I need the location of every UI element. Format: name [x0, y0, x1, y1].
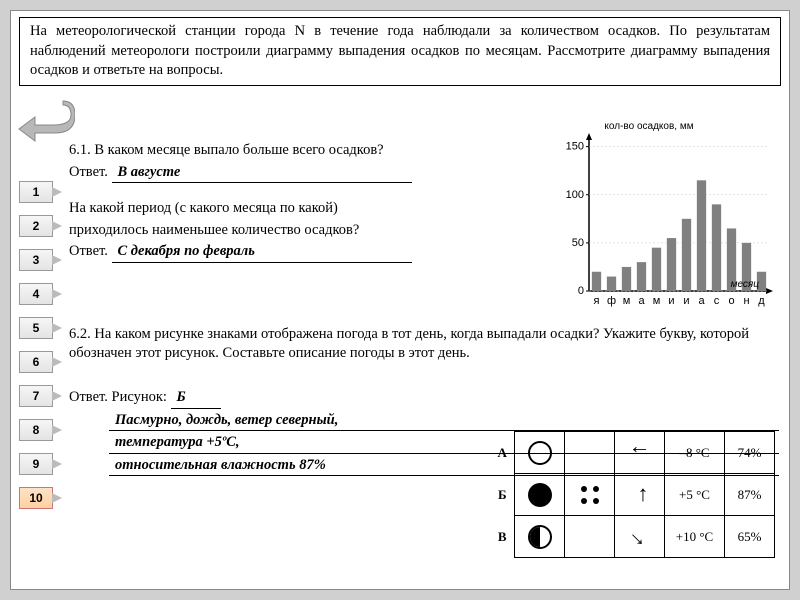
q61-text: В каком месяце выпало больше всего осадк…	[94, 142, 383, 158]
ans-label: Ответ.	[69, 164, 108, 180]
wind-arrow-icon: →	[627, 474, 653, 515]
q62-desc1: Пасмурно, дождь, ветер северный,	[109, 411, 779, 432]
nav-btn-4[interactable]: 4	[19, 283, 53, 305]
nav-btn-2[interactable]: 2	[19, 215, 53, 237]
cloud-icon	[528, 483, 552, 507]
nav-btn-9[interactable]: 9	[19, 453, 53, 475]
question-nav: 1 2 3 4 5 6 7 8 9 10	[19, 181, 53, 509]
weather-row-В: В→+10 °C65%	[491, 516, 775, 558]
cloud-icon	[528, 525, 552, 549]
ans-label: Ответ.	[69, 243, 108, 259]
nav-btn-6[interactable]: 6	[19, 351, 53, 373]
rain-icon	[578, 483, 602, 507]
nav-btn-7[interactable]: 7	[19, 385, 53, 407]
nav-btn-5[interactable]: 5	[19, 317, 53, 339]
task-header: На метеорологической станции города N в …	[19, 17, 781, 86]
wind-arrow-icon: →	[616, 513, 663, 560]
nav-btn-3[interactable]: 3	[19, 249, 53, 271]
q61-answer: В августе	[112, 163, 412, 184]
q61b-answer: С декабря по февраль	[112, 242, 412, 263]
content-area: 6.1. В каком месяце выпало больше всего …	[69, 141, 779, 476]
q62-num: 6.2.	[69, 326, 91, 342]
svg-text:кол-во осадков, мм: кол-во осадков, мм	[604, 121, 693, 132]
q61-num: 6.1.	[69, 142, 91, 158]
wind-arrow-icon: →	[619, 440, 660, 466]
nav-btn-8[interactable]: 8	[19, 419, 53, 441]
weather-row-А: А→–8 °C74%	[491, 432, 775, 474]
ans-label: Ответ. Рисунок:	[69, 389, 167, 405]
q61b-l1: На какой период (с какого месяца по како…	[69, 199, 779, 219]
q62-letter: Б	[171, 388, 221, 409]
cloud-icon	[528, 441, 552, 465]
worksheet-frame: На метеорологической станции города N в …	[10, 10, 790, 590]
weather-row-Б: Б→+5 °C87%	[491, 474, 775, 516]
q61b-l2: приходилось наименьшее количество осадко…	[69, 221, 779, 241]
back-arrow-icon[interactable]	[15, 97, 75, 147]
q62-text: На каком рисунке знаками отображена пого…	[69, 326, 749, 362]
nav-btn-10[interactable]: 10	[19, 487, 53, 509]
nav-btn-1[interactable]: 1	[19, 181, 53, 203]
weather-table: А→–8 °C74%Б→+5 °C87%В→+10 °C65%	[491, 431, 776, 558]
